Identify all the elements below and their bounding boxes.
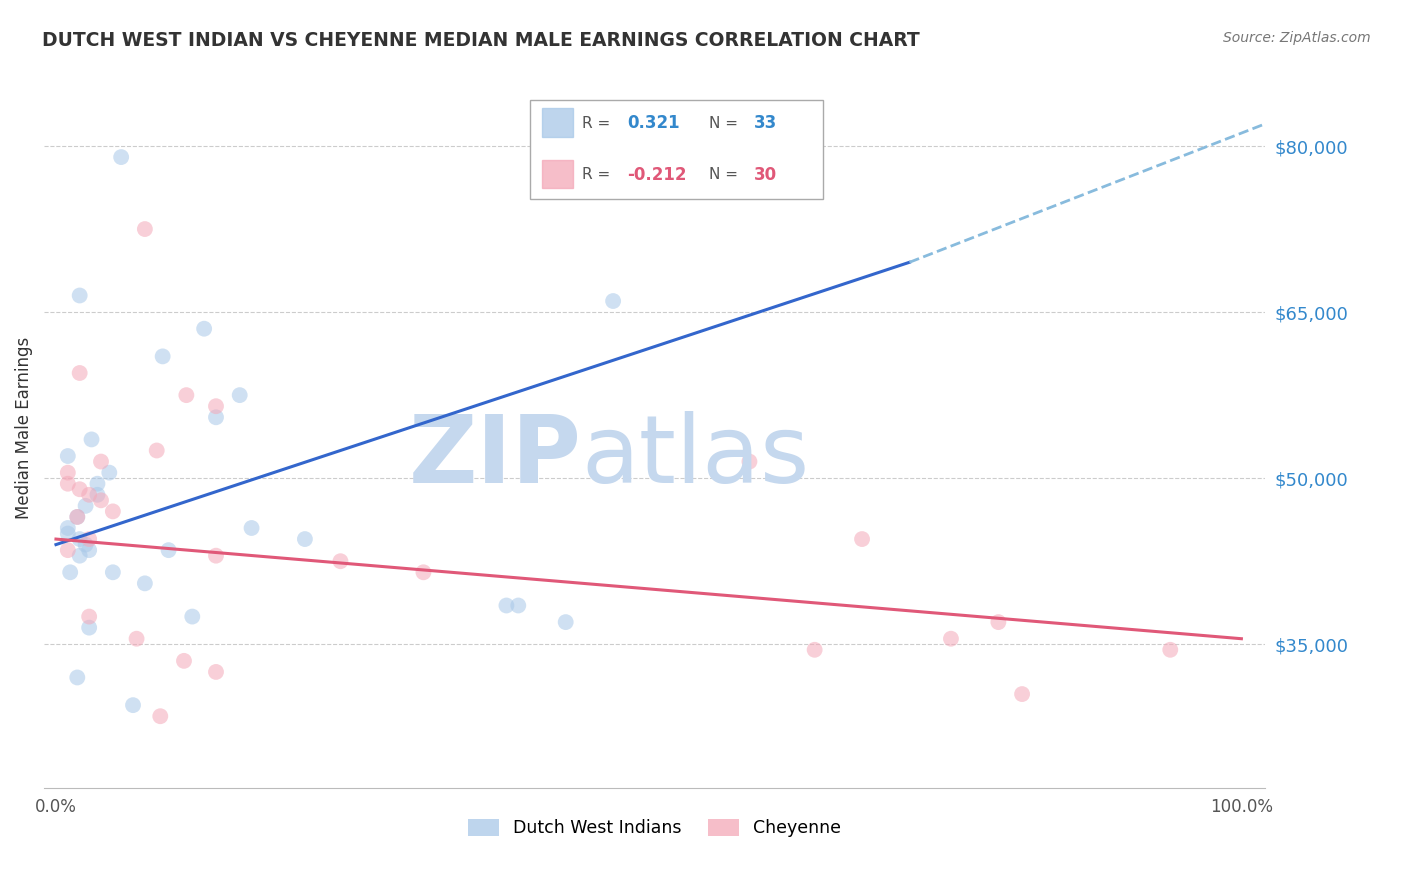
Bar <box>543 160 572 188</box>
Point <box>56 476 79 491</box>
FancyBboxPatch shape <box>530 100 824 199</box>
Text: 33: 33 <box>754 114 778 132</box>
Point <box>508 599 530 613</box>
Point <box>69 482 91 496</box>
Point <box>90 493 112 508</box>
Point <box>69 366 91 380</box>
Point <box>205 410 228 425</box>
Point <box>90 454 112 468</box>
Point <box>56 449 79 463</box>
Text: N =: N = <box>709 116 738 131</box>
Point <box>205 549 228 563</box>
Point <box>125 632 148 646</box>
Point <box>157 543 180 558</box>
Text: 30: 30 <box>754 166 778 184</box>
Point <box>66 510 89 524</box>
Point <box>80 433 103 447</box>
Point <box>149 709 172 723</box>
Point <box>56 543 79 558</box>
Text: ZIP: ZIP <box>409 411 581 503</box>
Point <box>69 532 91 546</box>
Point <box>77 543 100 558</box>
Point <box>495 599 517 613</box>
Point <box>176 388 198 402</box>
Bar <box>543 109 572 137</box>
Point <box>134 222 156 236</box>
Point <box>56 526 79 541</box>
Text: R =: R = <box>582 167 610 182</box>
Text: N =: N = <box>709 167 738 182</box>
Point <box>173 654 195 668</box>
Legend: Dutch West Indians, Cheyenne: Dutch West Indians, Cheyenne <box>461 812 848 844</box>
Point <box>98 466 121 480</box>
Point <box>181 609 204 624</box>
Point <box>75 538 97 552</box>
Text: Source: ZipAtlas.com: Source: ZipAtlas.com <box>1223 31 1371 45</box>
Text: R =: R = <box>582 116 610 131</box>
Point <box>86 488 108 502</box>
Point <box>86 476 108 491</box>
Point <box>122 698 145 713</box>
Point <box>1159 642 1181 657</box>
Point <box>59 566 82 580</box>
Point <box>56 466 79 480</box>
Point <box>205 665 228 679</box>
Point <box>145 443 167 458</box>
Point <box>69 288 91 302</box>
Point <box>228 388 250 402</box>
Point <box>77 609 100 624</box>
Point <box>939 632 962 646</box>
Point <box>75 499 97 513</box>
Point <box>803 642 825 657</box>
Point <box>77 488 100 502</box>
Point <box>134 576 156 591</box>
Text: -0.212: -0.212 <box>627 166 686 184</box>
Point <box>101 504 124 518</box>
Point <box>602 293 624 308</box>
Point <box>101 566 124 580</box>
Point <box>738 454 761 468</box>
Text: DUTCH WEST INDIAN VS CHEYENNE MEDIAN MALE EARNINGS CORRELATION CHART: DUTCH WEST INDIAN VS CHEYENNE MEDIAN MAL… <box>42 31 920 50</box>
Point <box>152 350 174 364</box>
Point <box>193 322 215 336</box>
Point <box>69 549 91 563</box>
Point <box>77 621 100 635</box>
Point <box>294 532 316 546</box>
Point <box>66 510 89 524</box>
Y-axis label: Median Male Earnings: Median Male Earnings <box>15 337 32 519</box>
Point <box>205 399 228 413</box>
Point <box>66 670 89 684</box>
Point <box>240 521 263 535</box>
Point <box>329 554 352 568</box>
Point <box>412 566 434 580</box>
Point <box>554 615 576 629</box>
Point <box>987 615 1010 629</box>
Text: atlas: atlas <box>581 411 810 503</box>
Point <box>56 521 79 535</box>
Point <box>851 532 873 546</box>
Text: 0.321: 0.321 <box>627 114 679 132</box>
Point <box>1011 687 1033 701</box>
Point <box>110 150 132 164</box>
Point <box>77 532 100 546</box>
